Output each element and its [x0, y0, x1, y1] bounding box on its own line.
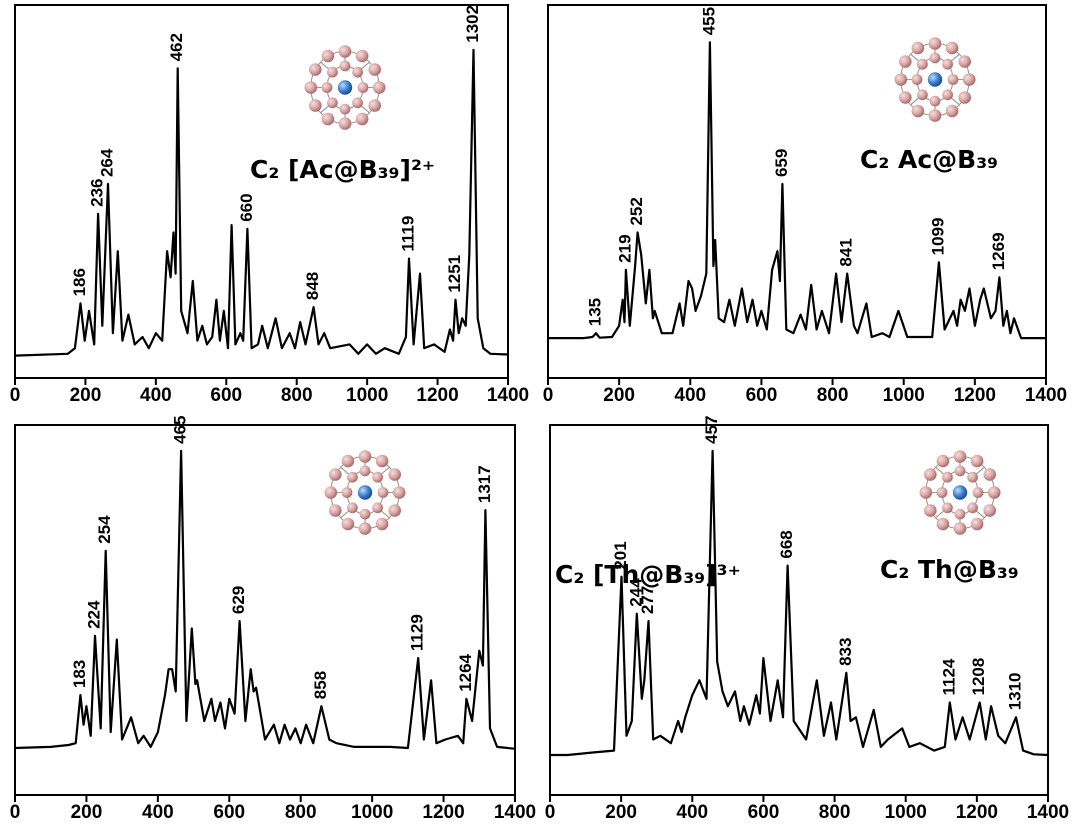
peak-label: 1129 [408, 614, 427, 651]
x-tick-label: 200 [70, 385, 102, 406]
x-tick-label: 600 [746, 385, 778, 406]
molecule-icon [920, 450, 1001, 535]
x-tick-label: 1000 [883, 385, 925, 406]
x-tick-label: 800 [817, 385, 849, 406]
peak-label: 1302 [463, 5, 482, 43]
spectrum-line [548, 42, 1046, 338]
spectrum-line [15, 451, 515, 749]
peak-label: 1208 [969, 658, 988, 696]
peak-label: 277 [638, 586, 657, 614]
molecule-icon [305, 45, 386, 130]
panel-title: C₂ Th@B₃₉ [880, 555, 1019, 584]
peak-label: 201 [611, 541, 630, 569]
peak-label: 1119 [399, 216, 418, 252]
peak-label: 219 [615, 234, 634, 262]
peak-label: 254 [95, 515, 114, 544]
x-tick-label: 1200 [422, 802, 464, 823]
x-tick-label: 1400 [1027, 802, 1069, 823]
figure: 186 236 264 462 660 848 1119 1251 1302 0 200 400 600… [0, 0, 1079, 829]
peak-label: 1317 [475, 465, 494, 503]
peak-label: 455 [699, 7, 718, 35]
x-tick-label: 600 [748, 802, 780, 823]
peak-label: 186 [70, 268, 89, 296]
x-tick-label: 1000 [346, 385, 388, 406]
peak-label: 1251 [445, 255, 464, 293]
peak-label: 465 [171, 416, 190, 444]
x-tick-label: 600 [213, 802, 245, 823]
peak-label: 264 [97, 148, 116, 177]
peak-label: 858 [311, 671, 330, 699]
peak-label: 668 [777, 530, 796, 558]
spectrum-line [550, 451, 1048, 755]
peak-label: 848 [303, 272, 322, 300]
x-tick-label: 0 [543, 385, 554, 406]
x-tick-label: 400 [140, 385, 172, 406]
x-tick-label: 800 [281, 385, 313, 406]
peak-label: 457 [702, 416, 721, 444]
panel-title: C₂ [Th@B₃₉]³⁺ [555, 560, 741, 589]
peak-label: 135 [586, 298, 605, 326]
peak-label: 1099 [928, 218, 947, 256]
x-tick-label: 400 [676, 802, 708, 823]
x-tick-label: 1400 [494, 802, 536, 823]
peak-label: 1124 [939, 658, 958, 695]
peak-label: 629 [229, 586, 248, 614]
x-tick-label: 1200 [416, 385, 458, 406]
x-tick-label: 400 [674, 385, 706, 406]
molecule-icon [325, 450, 406, 535]
peak-label: 841 [837, 238, 856, 266]
peak-label: 183 [70, 660, 89, 688]
molecule-icon [895, 37, 976, 122]
peak-label: 252 [627, 197, 646, 225]
x-tick-label: 800 [819, 802, 851, 823]
x-tick-label: 0 [10, 385, 21, 406]
peak-label: 224 [84, 600, 103, 629]
x-tick-label: 0 [545, 802, 556, 823]
x-tick-label: 800 [285, 802, 317, 823]
peak-label: 462 [167, 33, 186, 61]
x-tick-label: 1400 [487, 385, 529, 406]
x-tick-label: 1200 [954, 385, 996, 406]
x-tick-label: 0 [10, 802, 21, 823]
x-tick-label: 1000 [351, 802, 393, 823]
x-tick-label: 1200 [956, 802, 998, 823]
x-tick-label: 200 [605, 802, 637, 823]
peak-label: 1269 [989, 232, 1008, 270]
peak-label: 236 [88, 179, 107, 207]
peak-label: 1264 [456, 653, 475, 691]
x-tick-label: 1000 [885, 802, 927, 823]
x-tick-label: 200 [603, 385, 635, 406]
x-tick-label: 200 [71, 802, 103, 823]
x-tick-label: 1400 [1025, 385, 1067, 406]
peak-label: 833 [836, 638, 855, 666]
x-tick-label: 400 [142, 802, 174, 823]
panel-title: C₂ Ac@B₃₉ [860, 145, 998, 174]
peak-label: 1310 [1005, 672, 1024, 710]
panel-title: C₂ [Ac@B₃₉]²⁺ [250, 155, 435, 184]
peak-label: 659 [772, 149, 791, 177]
peak-label: 660 [237, 193, 256, 221]
x-tick-label: 600 [210, 385, 242, 406]
